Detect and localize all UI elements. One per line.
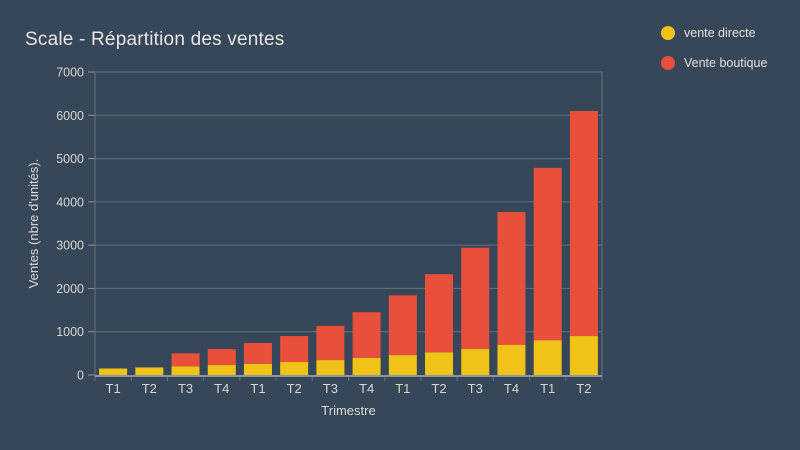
y-tick-label: 5000 xyxy=(56,152,84,166)
x-tick-label: T2 xyxy=(287,381,302,396)
bar-segment-vente-directe-t3-6[interactable] xyxy=(316,360,345,375)
bar-segment-vente-boutique-t3-6[interactable] xyxy=(316,325,345,361)
x-axis-title: Trimestre xyxy=(321,403,375,418)
x-tick-label: T1 xyxy=(106,381,121,396)
bar-segment-vente-directe-t4-3[interactable] xyxy=(207,365,236,375)
legend-swatch-red-icon xyxy=(661,56,675,70)
y-tick-label: 2000 xyxy=(56,282,84,296)
x-tick-label: T3 xyxy=(323,381,338,396)
bar-segment-vente-directe-t2-1[interactable] xyxy=(135,367,164,375)
legend-item-vente-boutique[interactable]: Vente boutique xyxy=(661,54,767,72)
legend-label-vente-boutique: Vente boutique xyxy=(684,56,768,70)
y-tick-label: 3000 xyxy=(56,239,84,253)
legend: vente directe Vente boutique xyxy=(661,24,767,84)
y-tick-label: 7000 xyxy=(56,66,84,80)
bar-segment-vente-boutique-t4-7[interactable] xyxy=(352,312,381,358)
bar-segment-vente-boutique-t3-2[interactable] xyxy=(171,353,200,367)
x-tick-label: T2 xyxy=(142,381,157,396)
x-tick-label: T4 xyxy=(214,381,229,396)
x-tick-label: T2 xyxy=(576,381,591,396)
bar-segment-vente-directe-t3-2[interactable] xyxy=(171,366,200,375)
y-axis-title: Ventes (nbre d'unités). xyxy=(26,159,41,289)
x-tick-label: T4 xyxy=(504,381,519,396)
bar-segment-vente-boutique-t3-10[interactable] xyxy=(461,247,490,350)
bar-segment-vente-boutique-t4-11[interactable] xyxy=(497,212,526,345)
y-tick-label: 1000 xyxy=(56,325,84,339)
y-tick-label: 4000 xyxy=(56,195,84,209)
bar-segment-vente-directe-t1-0[interactable] xyxy=(99,368,128,375)
x-tick-label: T1 xyxy=(395,381,410,396)
bar-segment-vente-directe-t4-11[interactable] xyxy=(497,344,526,375)
bar-segment-vente-directe-t2-13[interactable] xyxy=(569,336,598,375)
legend-item-vente-directe[interactable]: vente directe xyxy=(661,24,767,42)
bar-segment-vente-boutique-t2-5[interactable] xyxy=(280,336,309,363)
bar-segment-vente-directe-t3-10[interactable] xyxy=(461,349,490,375)
bar-segment-vente-directe-t2-5[interactable] xyxy=(280,362,309,375)
x-tick-label: T1 xyxy=(250,381,265,396)
x-tick-label: T1 xyxy=(540,381,555,396)
x-tick-label: T3 xyxy=(468,381,483,396)
bar-segment-vente-directe-t2-9[interactable] xyxy=(425,352,454,375)
y-tick-label: 6000 xyxy=(56,109,84,123)
bar-segment-vente-boutique-t1-8[interactable] xyxy=(388,295,417,356)
bar-segment-vente-boutique-t2-9[interactable] xyxy=(425,274,454,353)
x-tick-label: T3 xyxy=(178,381,193,396)
bar-segment-vente-boutique-t4-3[interactable] xyxy=(207,349,236,366)
bar-segment-vente-boutique-t1-4[interactable] xyxy=(243,342,272,364)
bar-segment-vente-boutique-t1-12[interactable] xyxy=(533,167,562,341)
bar-segment-vente-directe-t1-4[interactable] xyxy=(243,363,272,375)
chart-title: Scale - Répartition des ventes xyxy=(25,29,285,50)
bar-segment-vente-directe-t1-12[interactable] xyxy=(533,340,562,375)
x-tick-label: T2 xyxy=(431,381,446,396)
bar-segment-vente-boutique-t2-13[interactable] xyxy=(569,110,598,337)
bar-segment-vente-directe-t1-8[interactable] xyxy=(388,355,417,375)
x-tick-label: T4 xyxy=(359,381,374,396)
legend-swatch-yellow-icon xyxy=(661,26,675,40)
legend-label-vente-directe: vente directe xyxy=(684,26,756,40)
y-tick-label: 0 xyxy=(77,369,84,383)
bar-segment-vente-directe-t4-7[interactable] xyxy=(352,357,381,375)
